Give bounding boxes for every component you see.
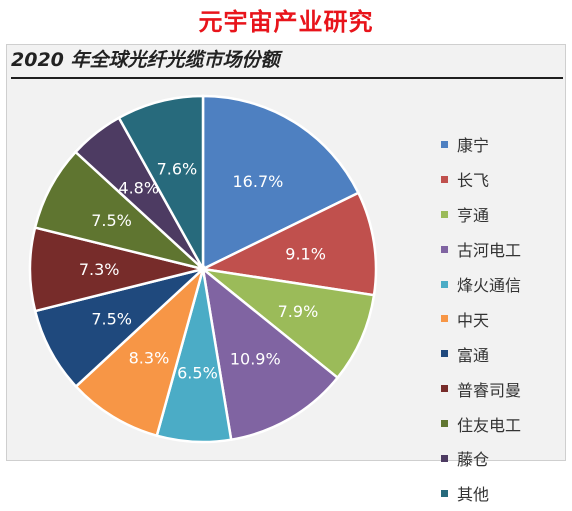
pie-slice-1 xyxy=(198,191,378,297)
slice-label-5: 8.3% xyxy=(129,349,170,368)
legend-swatch xyxy=(441,140,448,148)
legend-swatch xyxy=(441,350,448,358)
slice-label-10: 7.6% xyxy=(157,160,198,179)
legend-swatch xyxy=(441,210,448,218)
slice-label-6: 7.5% xyxy=(91,309,132,328)
legend-label: 亨通 xyxy=(457,206,490,226)
legend-item-0: 康宁 xyxy=(441,127,572,162)
watermark-title: 元宇宙产业研究 xyxy=(198,7,374,36)
legend-swatch xyxy=(441,420,448,428)
slice-label-8: 7.5% xyxy=(91,211,132,230)
legend-swatch xyxy=(441,315,448,323)
legend-label: 烽火通信 xyxy=(457,276,522,295)
legend-label: 长飞 xyxy=(457,171,490,191)
slice-label-1: 9.1% xyxy=(285,244,326,263)
pie-slice-2 xyxy=(198,267,376,380)
legend-swatch xyxy=(441,280,448,288)
slice-label-4: 6.5% xyxy=(177,364,218,383)
legend-item-8: 住友电工 xyxy=(441,406,572,441)
pie-slice-0 xyxy=(201,94,361,272)
chart-title: 2020 年全球光纤光缆市场份额 xyxy=(11,45,563,79)
pie-slice-3 xyxy=(201,265,340,442)
legend-item-7: 普睿司曼 xyxy=(441,371,572,406)
legend-swatch xyxy=(441,245,448,253)
legend-swatch xyxy=(441,175,448,183)
legend-item-6: 富通 xyxy=(441,336,572,371)
slice-label-2: 7.9% xyxy=(278,302,319,321)
legend-label: 古河电工 xyxy=(457,241,522,261)
legend-item-5: 中天 xyxy=(441,301,572,336)
legend-label: 其他 xyxy=(457,485,490,505)
chart-panel: 2020 年全球光纤光缆市场份额 16.7% 9.1% 7.9% 10.9% 6.5% 8… xyxy=(6,44,566,504)
slice-label-9: 4.8% xyxy=(118,178,159,197)
slice-label-0: 16.7% xyxy=(233,172,284,191)
slice-label-3: 10.9% xyxy=(230,350,281,369)
pie-slice-10 xyxy=(117,94,205,274)
legend-swatch xyxy=(441,454,448,462)
legend-label: 中天 xyxy=(457,310,490,330)
pie-chart: 16.7% 9.1% 7.9% 10.9% 6.5% 8.3% 7.5% 7.3% 7.5% 4.… xyxy=(28,94,378,444)
legend-item-9: 藤仓 xyxy=(441,441,572,476)
legend-label: 住友电工 xyxy=(457,415,522,435)
legend-item-10: 其他 xyxy=(441,476,572,511)
legend-swatch xyxy=(441,489,448,497)
pie-slice-5 xyxy=(74,265,206,438)
slice-label-7: 7.3% xyxy=(79,260,120,279)
legend-label: 普睿司曼 xyxy=(457,380,522,400)
legend: 康宁长飞亨通古河电工烽火通信中天富通普睿司曼住友电工藤仓其他 xyxy=(441,127,572,511)
legend-swatch xyxy=(441,385,448,393)
legend-label: 藤仓 xyxy=(457,450,490,470)
legend-label: 康宁 xyxy=(457,136,490,156)
legend-item-1: 长飞 xyxy=(441,162,572,197)
legend-item-3: 古河电工 xyxy=(441,232,572,267)
legend-item-4: 烽火通信 xyxy=(441,267,572,302)
legend-label: 富通 xyxy=(457,345,490,365)
legend-item-2: 亨通 xyxy=(441,197,572,232)
